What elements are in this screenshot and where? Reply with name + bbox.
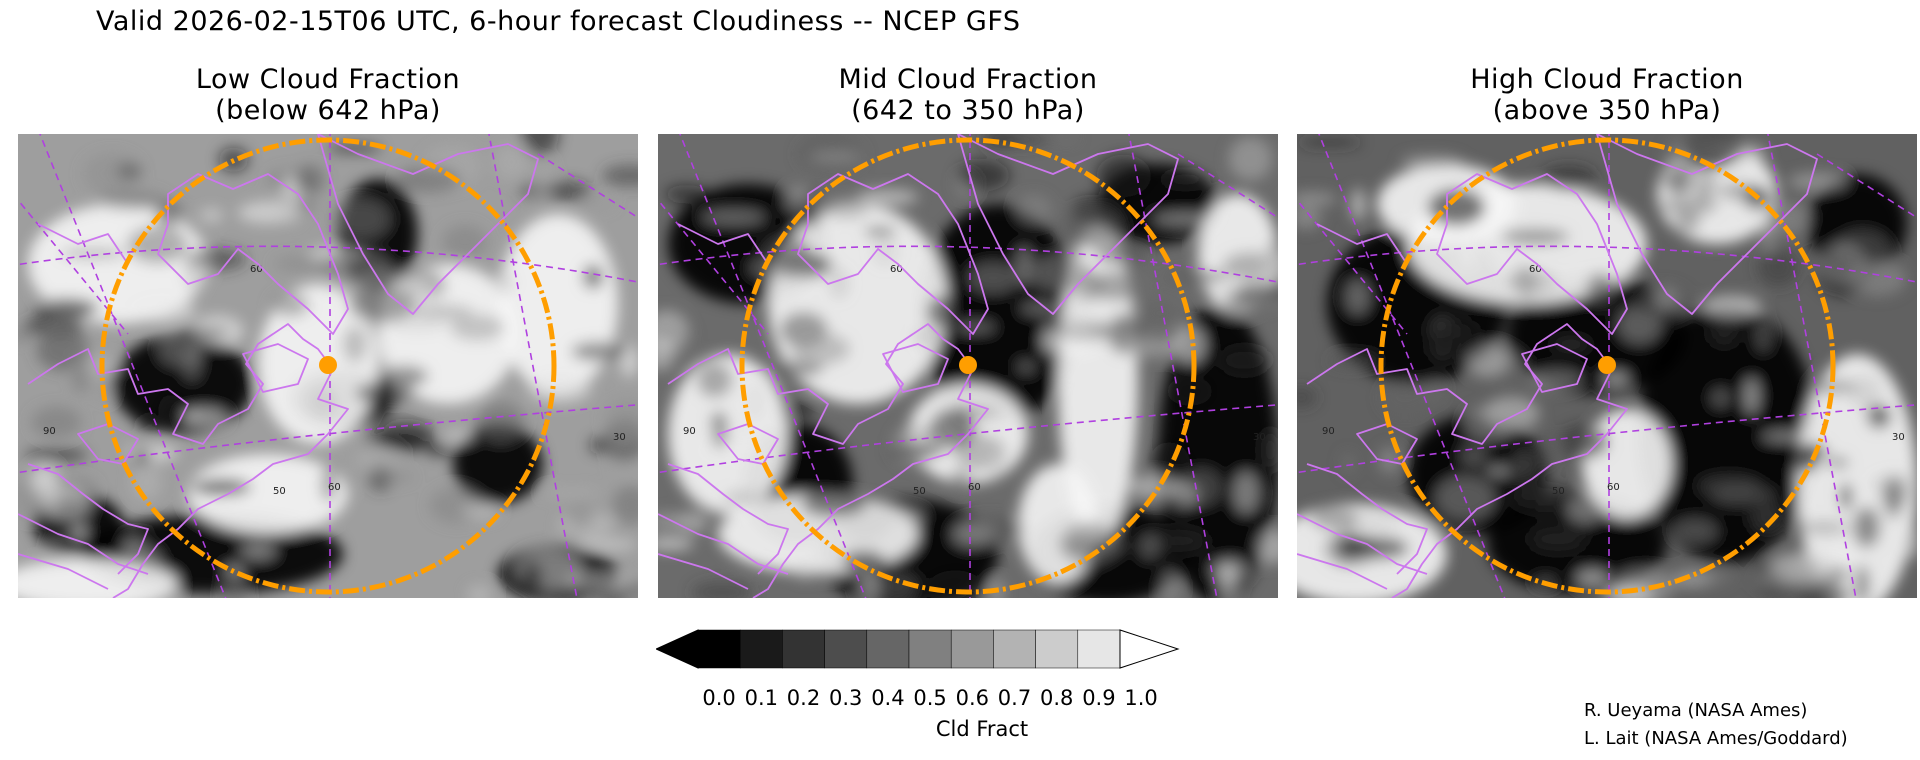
lat-label-50: 50 xyxy=(913,486,926,497)
panel-title-line1: High Cloud Fraction xyxy=(1470,64,1744,95)
colorbar-swatch xyxy=(908,629,952,669)
lat-label-60: 60 xyxy=(1529,264,1542,275)
colorbar-swatch xyxy=(866,629,910,669)
lon-label-60: 60 xyxy=(968,482,981,493)
panel-title-line2: (above 350 hPa) xyxy=(1492,95,1722,126)
credit-line-2: L. Lait (NASA Ames/Goddard) xyxy=(1584,728,1848,749)
lat-label-50: 50 xyxy=(273,486,286,497)
lon-label-90: 90 xyxy=(683,426,696,437)
mid-cloud-map: 60 50 90 60 30 xyxy=(658,134,1278,598)
coastlines xyxy=(1297,134,1818,598)
coastlines xyxy=(18,134,539,598)
colorbar-swatch xyxy=(824,629,868,669)
colorbar-arrow-high xyxy=(1119,629,1180,669)
lon-label-30: 30 xyxy=(1253,432,1266,443)
colorbar-swatch xyxy=(782,629,825,669)
colorbar-swatch xyxy=(1077,629,1121,669)
colorbar-swatch xyxy=(697,629,741,669)
colorbar-tick-label: 0.5 xyxy=(913,686,947,710)
colorbar-tick-label: 0.6 xyxy=(955,686,989,710)
colorbar-units: Cld Fract xyxy=(935,717,1029,741)
graticule xyxy=(1297,134,1917,598)
colorbar-tick-label: 1.0 xyxy=(1124,686,1158,710)
lon-label-60: 60 xyxy=(328,482,341,493)
panel-title: Mid Cloud Fraction (642 to 350 hPa) xyxy=(658,64,1278,126)
panel-title-line1: Low Cloud Fraction xyxy=(195,64,461,95)
center-marker xyxy=(1598,356,1616,374)
cloud-field xyxy=(658,134,1278,598)
center-marker xyxy=(319,356,337,374)
panel-title-line1: Mid Cloud Fraction xyxy=(838,64,1098,95)
panel-title: Low Cloud Fraction (below 642 hPa) xyxy=(18,64,638,126)
colorbar xyxy=(656,629,1180,669)
panel-title-line2: (below 642 hPa) xyxy=(215,95,441,126)
low-cloud-map: 60 50 90 60 30 xyxy=(18,134,638,598)
colorbar-tick-label: 0.4 xyxy=(871,686,905,710)
colorbar-arrow-low xyxy=(656,629,699,669)
panel-title: High Cloud Fraction (above 350 hPa) xyxy=(1297,64,1917,126)
lon-label-30: 30 xyxy=(613,432,626,443)
panel-title-line2: (642 to 350 hPa) xyxy=(851,95,1085,126)
range-ring xyxy=(99,137,557,595)
colorbar-tick-label: 0.3 xyxy=(828,686,863,710)
colorbar-tick-label: 0.2 xyxy=(786,686,821,710)
lon-label-90: 90 xyxy=(1322,426,1335,437)
colorbar-swatch xyxy=(1035,629,1079,669)
colorbar-tick-label: 0.7 xyxy=(997,686,1032,710)
credit-line-1: R. Ueyama (NASA Ames) xyxy=(1584,700,1808,721)
graticule xyxy=(18,134,638,598)
colorbar-tick-label: 0.0 xyxy=(702,686,736,710)
center-marker xyxy=(959,356,977,374)
lon-label-90: 90 xyxy=(43,426,56,437)
colorbar-swatch xyxy=(993,629,1036,669)
lat-label-50: 50 xyxy=(1552,486,1565,497)
colorbar-tick-label: 0.9 xyxy=(1082,686,1116,710)
colorbar-swatch xyxy=(739,629,783,669)
coastlines xyxy=(658,134,1179,598)
lat-label-60: 60 xyxy=(890,264,903,275)
colorbar-tick-label: 0.1 xyxy=(744,686,778,710)
colorbar-tick-label: 0.8 xyxy=(1039,686,1074,710)
lat-label-60: 60 xyxy=(250,264,263,275)
main-title: Valid 2026-02-15T06 UTC, 6-hour forecast… xyxy=(96,6,1021,37)
lon-label-30: 30 xyxy=(1892,432,1905,443)
high-cloud-map: 60 50 90 60 30 xyxy=(1297,134,1917,598)
lon-label-60: 60 xyxy=(1607,482,1620,493)
colorbar-swatch xyxy=(950,629,994,669)
range-ring xyxy=(1378,137,1836,595)
range-ring xyxy=(739,137,1197,595)
